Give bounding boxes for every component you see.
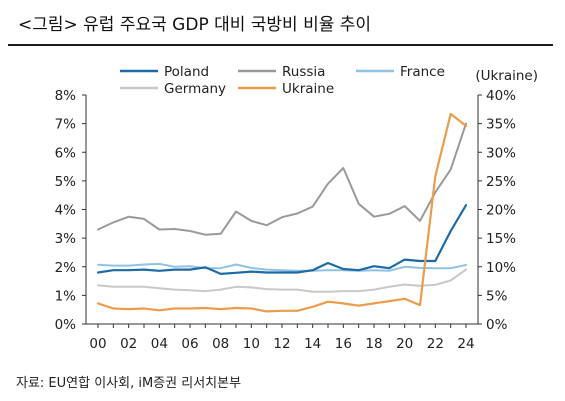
x-tick-label: 06: [181, 336, 198, 352]
x-tick-label: 22: [427, 336, 444, 352]
legend-label-poland: Poland: [164, 64, 209, 80]
y-right-tick-label: 10%: [486, 260, 516, 276]
y-left-tick-label: 6%: [55, 145, 77, 161]
y-right-tick-label: 15%: [486, 231, 516, 247]
x-tick-label: 08: [212, 336, 229, 352]
legend-label-france: France: [400, 64, 445, 80]
x-tick-label: 20: [396, 336, 413, 352]
series-line-ukraine: [96, 112, 468, 313]
y-left-tick-label: 2%: [55, 260, 77, 276]
x-tick-label: 18: [365, 336, 382, 352]
legend-label-russia: Russia: [282, 64, 325, 80]
legend-label-ukraine: Ukraine: [282, 81, 334, 97]
y-left-tick-label: 5%: [55, 174, 77, 190]
y-right-tick-label: 35%: [486, 117, 516, 133]
y-right-tick-label: 25%: [486, 174, 516, 190]
y-left-tick-label: 0%: [55, 317, 77, 333]
y-left-tick-label: 8%: [55, 88, 77, 104]
y-right-tick-label: 5%: [486, 288, 508, 304]
y-right-tick-label: 40%: [486, 88, 516, 104]
y-left-tick-label: 3%: [55, 231, 77, 247]
series-line-france: [97, 262, 467, 272]
x-tick-label: 24: [457, 336, 474, 352]
y-right-tick-label: 30%: [486, 145, 516, 161]
x-tick-label: 02: [120, 336, 137, 352]
x-tick-label: 12: [273, 336, 290, 352]
series-line-germany: [97, 268, 467, 293]
legend-label-germany: Germany: [164, 81, 226, 97]
x-tick-label: 14: [304, 336, 321, 352]
series-line-russia: [97, 122, 467, 236]
chart-title: <그림> 유럽 주요국 GDP 대비 국방비 비율 추이: [18, 15, 372, 35]
x-tick-label: 00: [89, 336, 106, 352]
title-underline: [8, 44, 553, 46]
x-tick-label: 16: [335, 336, 352, 352]
y-right-axis-label: (Ukraine): [475, 68, 538, 84]
y-right-tick-label: 20%: [486, 203, 516, 219]
x-tick-label: 04: [151, 336, 168, 352]
source-note: 자료: EU연합 이사회, iM증권 리서치본부: [16, 376, 242, 391]
y-left-tick-label: 4%: [55, 203, 77, 219]
series-line-poland: [96, 204, 468, 275]
x-tick-label: 10: [243, 336, 260, 352]
title-bar: <그림> 유럽 주요국 GDP 대비 국방비 비율 추이: [0, 0, 565, 46]
y-left-tick-label: 1%: [55, 288, 77, 304]
y-left-tick-label: 7%: [55, 117, 77, 133]
y-right-tick-label: 0%: [486, 317, 508, 333]
